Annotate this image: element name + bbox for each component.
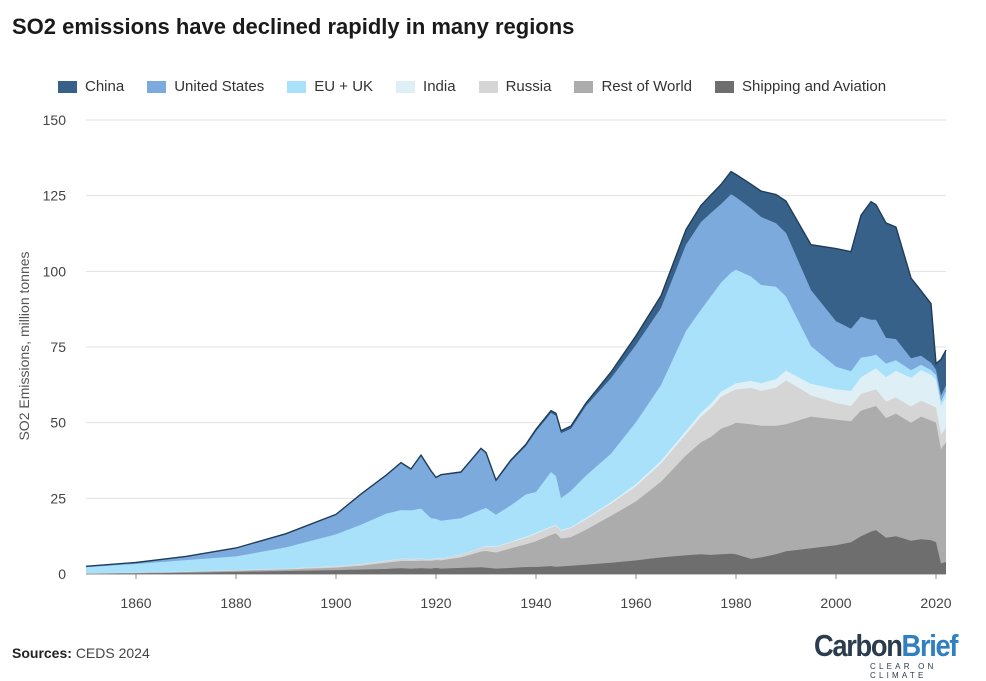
logo-tagline: CLEAR ON CLIMATE	[870, 662, 937, 680]
legend-label: Russia	[505, 78, 552, 95]
legend-swatch	[287, 80, 307, 93]
y-tick-label: 125	[43, 188, 67, 204]
legend-swatch	[715, 80, 735, 93]
legend-item: China	[58, 78, 124, 95]
legend-item: United States	[147, 78, 264, 95]
area-edge-china	[85, 170, 947, 567]
area-russia	[86, 380, 946, 574]
x-tick-label: 2020	[920, 595, 951, 611]
legend: China United States EU + UK India Russia Rest…	[58, 78, 909, 95]
legend-item: EU + UK	[287, 78, 373, 95]
x-tick-label: 1900	[320, 595, 351, 611]
x-tick-label: 1960	[620, 595, 651, 611]
area-united-states	[86, 194, 946, 568]
x-tick-label: 1940	[520, 595, 551, 611]
legend-item: Russia	[478, 78, 552, 95]
legend-label: Shipping and Aviation	[742, 78, 887, 95]
legend-swatch	[396, 80, 416, 93]
y-tick-label: 50	[50, 415, 66, 431]
x-tick-label: 1980	[720, 595, 751, 611]
area-india	[86, 368, 946, 574]
legend-swatch	[478, 80, 498, 93]
logo-carbon: Carbon	[814, 628, 903, 663]
legend-item: Rest of World	[574, 78, 692, 95]
chart-title: SO2 emissions have declined rapidly in m…	[12, 14, 575, 39]
source-label: Sources:	[12, 645, 72, 661]
legend-label: United States	[174, 78, 265, 95]
legend-swatch	[574, 80, 594, 93]
source-text: CEDS 2024	[75, 645, 150, 661]
x-tick-label: 1920	[420, 595, 451, 611]
y-tick-label: 25	[50, 490, 66, 506]
y-axis-label: SO2 Emissions, million tonnes	[16, 251, 32, 440]
x-tick-label: 1880	[220, 595, 251, 611]
y-tick-label: 150	[43, 112, 67, 128]
area-eu-uk	[86, 269, 946, 574]
y-axis: 0 25 50 75 100 125 150	[43, 112, 67, 582]
legend-label: China	[85, 78, 125, 95]
legend-item: Shipping and Aviation	[715, 78, 886, 95]
y-tick-label: 75	[50, 339, 66, 355]
legend-label: India	[423, 78, 456, 95]
stacked-areas	[85, 170, 947, 574]
legend-swatch	[58, 80, 77, 93]
y-tick-label: 100	[43, 263, 67, 279]
legend-label: Rest of World	[601, 78, 693, 95]
x-tick-label: 1860	[120, 595, 151, 611]
source-note: Sources: CEDS 2024	[12, 645, 150, 661]
legend-item: India	[396, 78, 456, 95]
x-tick-label: 2000	[820, 595, 851, 611]
y-tick-label: 0	[58, 566, 66, 582]
area-shipping-and-aviation	[86, 530, 946, 574]
carbon-brief-logo: CarbonBrief CLEAR ON CLIMATE	[814, 628, 964, 681]
legend-label: EU + UK	[314, 78, 374, 95]
area-rest-of-world	[86, 406, 946, 574]
x-axis: 1860 1880 1900 1920 1940 1960 1980 2000 2020	[120, 574, 952, 611]
logo-brief: Brief	[901, 628, 959, 663]
legend-swatch	[147, 80, 167, 93]
